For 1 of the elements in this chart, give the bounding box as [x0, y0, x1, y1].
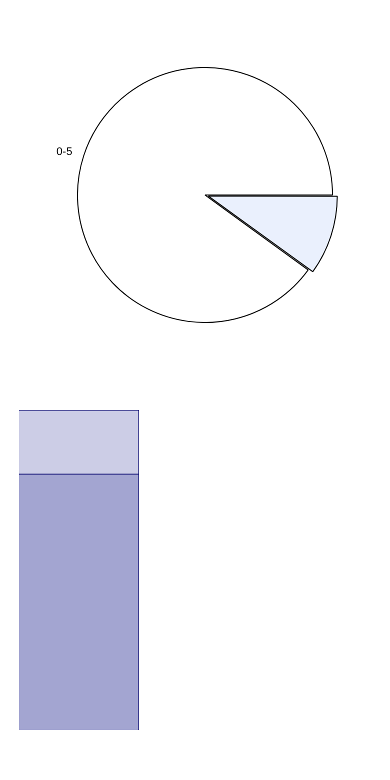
- slice-label: 0-5: [56, 146, 72, 158]
